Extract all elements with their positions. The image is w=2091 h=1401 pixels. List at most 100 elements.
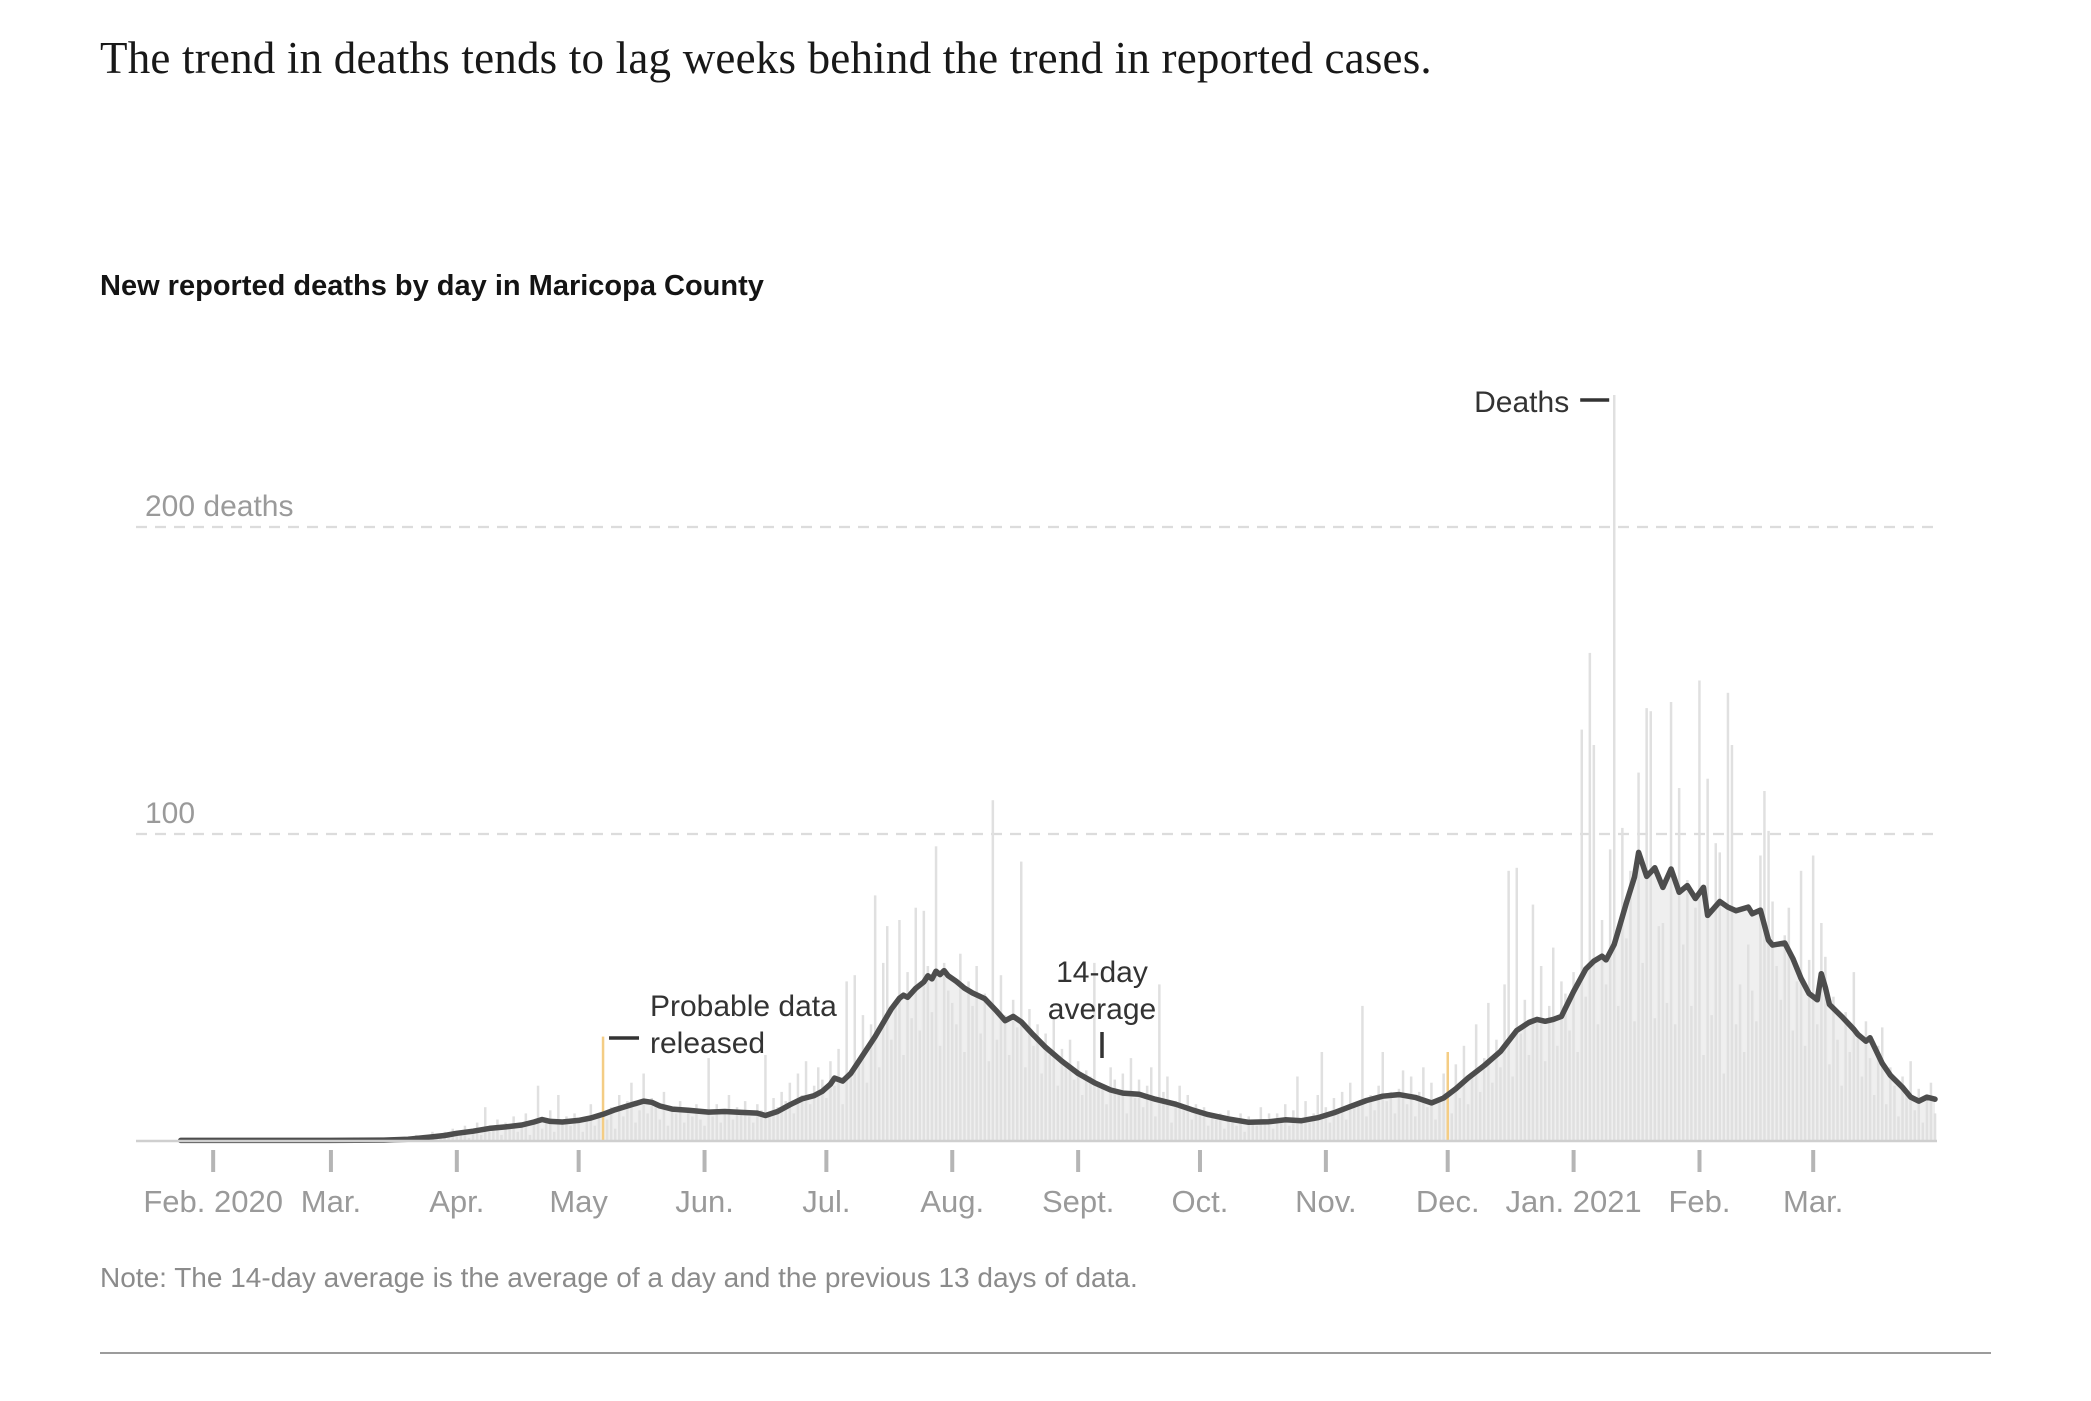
bar (760, 1110, 763, 1141)
bar (1117, 1091, 1120, 1141)
bar (784, 1101, 787, 1141)
bar (1219, 1113, 1222, 1141)
bar (1003, 1015, 1007, 1141)
bar (1133, 1098, 1137, 1141)
bar (873, 895, 877, 1141)
bar (1783, 935, 1786, 1141)
bar-probable-data (601, 1036, 605, 1141)
bar (1450, 1113, 1453, 1141)
bar (1036, 1024, 1039, 1141)
bar (1409, 1076, 1413, 1141)
bar (1239, 1113, 1242, 1141)
bar (1292, 1110, 1295, 1141)
bar (1677, 788, 1681, 1141)
bar (455, 1131, 459, 1141)
bar (1714, 843, 1717, 1141)
bar (1393, 1113, 1397, 1141)
bar (1820, 923, 1823, 1141)
bar (1738, 984, 1742, 1141)
bar (865, 1082, 869, 1141)
bar (678, 1101, 682, 1141)
bar (748, 1116, 751, 1141)
bar (1020, 861, 1023, 1141)
bar (817, 1067, 820, 1141)
bar (983, 993, 986, 1141)
bar (1682, 944, 1685, 1141)
bar (1698, 680, 1701, 1141)
bar (1568, 1030, 1571, 1141)
bar (800, 1095, 804, 1141)
bar (1414, 1116, 1417, 1141)
bar (1617, 1005, 1620, 1141)
bar (857, 1061, 861, 1141)
bar (687, 1110, 690, 1141)
bar (1040, 1073, 1043, 1141)
bar (1828, 1064, 1831, 1142)
bar (886, 926, 889, 1141)
bar (1280, 1122, 1283, 1141)
bar (1150, 1067, 1153, 1141)
bar (549, 1110, 552, 1141)
bar (1300, 1119, 1303, 1141)
bar (1860, 1076, 1864, 1141)
x-axis-label: Jun. (675, 1184, 734, 1219)
bar (1068, 1039, 1072, 1141)
bar (1397, 1088, 1401, 1141)
bar (999, 975, 1003, 1141)
bar (804, 1061, 808, 1141)
bar (825, 1098, 828, 1141)
bar (658, 1119, 662, 1141)
bar (1665, 1002, 1669, 1141)
bar (1405, 1104, 1409, 1141)
x-axis-label: Nov. (1295, 1184, 1356, 1219)
bar (1897, 1116, 1900, 1141)
bar (1527, 1055, 1531, 1141)
bar (1109, 1067, 1112, 1141)
bar (1426, 1107, 1429, 1141)
bar (930, 1012, 934, 1141)
bar (1649, 711, 1652, 1141)
bar (544, 1119, 548, 1141)
bar (1072, 1079, 1076, 1141)
bar (1893, 1085, 1896, 1141)
x-axis-label: Mar. (301, 1184, 361, 1219)
bar (1519, 1033, 1523, 1141)
bar (906, 972, 909, 1141)
bar (1864, 1021, 1868, 1141)
bar (1373, 1110, 1376, 1141)
bar (1016, 1027, 1019, 1141)
bar (1178, 1085, 1181, 1141)
bar (500, 1134, 503, 1141)
bar (1454, 1064, 1458, 1142)
bar (1730, 745, 1734, 1141)
bar (1186, 1095, 1189, 1141)
bar (1633, 1021, 1636, 1141)
bar (1779, 999, 1782, 1141)
bar (1349, 1082, 1352, 1141)
bar (565, 1116, 568, 1141)
bar (1771, 901, 1774, 1141)
bar (1198, 1113, 1202, 1141)
y-axis-label-100: 100 (145, 797, 195, 830)
bar (1011, 999, 1015, 1141)
bar (1872, 1095, 1876, 1141)
bar (1552, 947, 1555, 1141)
bar (821, 1079, 824, 1141)
chart-title: New reported deaths by day in Maricopa C… (100, 270, 764, 302)
bar (1044, 1033, 1047, 1141)
bar (1174, 1101, 1177, 1141)
bar (869, 1024, 873, 1141)
bar (1032, 1045, 1035, 1141)
bar (699, 1119, 702, 1141)
bar (1466, 1104, 1470, 1141)
bar (727, 1095, 731, 1141)
bar (1933, 1113, 1937, 1141)
bar (1645, 708, 1648, 1141)
bar (743, 1101, 747, 1141)
bar (516, 1131, 519, 1141)
bar (723, 1110, 727, 1141)
bar (569, 1125, 572, 1141)
bar (719, 1122, 722, 1141)
bar (877, 1067, 881, 1141)
